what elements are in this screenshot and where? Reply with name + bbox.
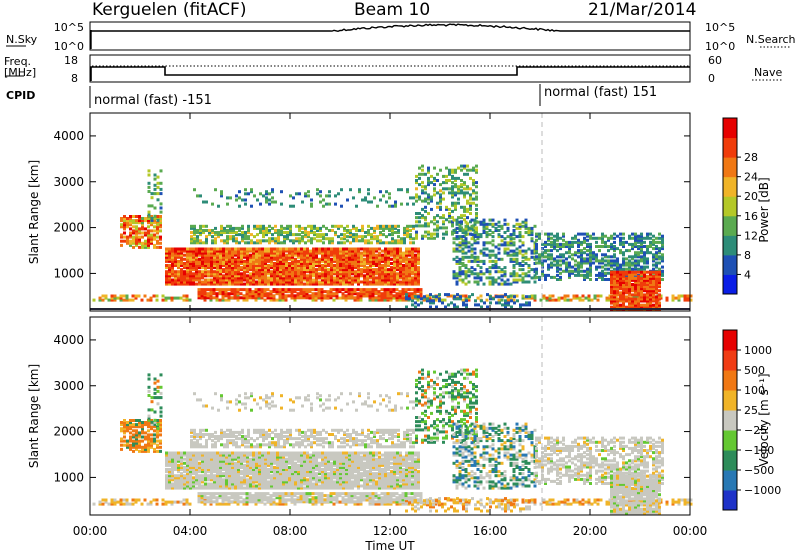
colorbar-tick-label: 8 <box>744 249 751 262</box>
x-tick-label: 00:00 <box>73 524 108 538</box>
colorbar-swatch <box>723 196 737 217</box>
colorbar-swatch <box>723 118 737 139</box>
colorbar-tick-label: −500 <box>744 464 774 477</box>
power-x-ticks <box>89 113 691 311</box>
colorbar-swatch <box>723 410 737 431</box>
cpid-segment-2: normal (fast) 151 <box>544 85 657 100</box>
velocity-y-label: Slant Range [km] <box>27 364 41 468</box>
colorbar-tick-label: −100 <box>744 444 774 457</box>
freq-label-1: Freq. <box>4 55 32 68</box>
colorbar-swatch <box>723 490 737 511</box>
power-y-label: Slant Range [km] <box>27 160 41 264</box>
colorbar-tick-label: 24 <box>744 171 758 184</box>
colorbar-tick-label: 25 <box>744 404 758 417</box>
colorbar-swatch <box>723 450 737 471</box>
freq-panel: 18 8 60 0 <box>6 54 782 85</box>
colorbar-tick-label: 1000 <box>744 344 772 357</box>
colorbar-tick-label: 500 <box>744 364 765 377</box>
power-panel: 1000 2000 3000 4000 Slant Range [km] <box>27 112 693 312</box>
station-title: Kerguelen (fitACF) <box>92 0 247 20</box>
freq-tick-bottom: 8 <box>71 72 78 85</box>
date-title: 21/Mar/2014 <box>588 0 697 20</box>
y-tick-label: 3000 <box>53 175 84 189</box>
x-tick-label: 04:00 <box>173 524 208 538</box>
sky-tick-right-top: 10^5 <box>705 21 735 34</box>
colorbar-tick-label: −25 <box>744 424 767 437</box>
colorbar-swatch <box>723 370 737 391</box>
colorbar-swatch <box>723 157 737 178</box>
colorbar-tick-label: 12 <box>744 229 758 242</box>
velocity-colorbar-label: Velocity [m s⁻¹] <box>757 373 771 466</box>
power-heatmap <box>92 164 693 311</box>
nave-tick-bottom: 0 <box>708 72 715 85</box>
colorbar-swatch <box>723 176 737 197</box>
search-label: N.Search <box>746 33 796 46</box>
colorbar-swatch <box>723 390 737 411</box>
sky-tick-right-bottom: 10^0 <box>705 40 735 53</box>
sky-label: N.Sky <box>6 33 38 46</box>
colorbar-swatch <box>723 254 737 275</box>
x-tick-label: 12:00 <box>373 524 408 538</box>
colorbar-tick-label: 16 <box>744 210 758 223</box>
y-tick-label: 4000 <box>53 333 84 347</box>
velocity-x-axis: 00:00 04:00 08:00 12:00 16:00 20:00 00:00 <box>73 317 708 538</box>
cpid-row: normal (fast) -151 normal (fast) 151 <box>89 84 657 108</box>
y-tick-label: 1000 <box>53 470 84 484</box>
colorbar-tick-label: 28 <box>744 151 758 164</box>
freq-tick-top: 18 <box>64 54 78 67</box>
y-tick-label: 2000 <box>53 221 84 235</box>
velocity-colorbar: 1000 500 100 25 −25 −100 −500 −1000 Velocity [m… <box>722 329 781 511</box>
velocity-x-label: Time UT <box>364 539 415 553</box>
freq-line <box>90 66 690 81</box>
nave-label: Nave <box>754 66 783 79</box>
nave-tick-top: 60 <box>708 54 722 67</box>
colorbar-swatch <box>723 215 737 236</box>
cpid-label: CPID <box>6 89 36 102</box>
y-tick-label: 2000 <box>53 425 84 439</box>
x-tick-label: 00:00 <box>673 524 708 538</box>
colorbar-tick-label: 20 <box>744 190 758 203</box>
sky-count-line <box>91 23 690 33</box>
velocity-y-axis: 1000 2000 3000 4000 <box>53 333 690 484</box>
y-tick-label: 1000 <box>53 266 84 280</box>
sky-tick-left-bottom: 10^0 <box>54 40 84 53</box>
colorbar-tick-label: 4 <box>744 268 751 281</box>
power-y-axis: 1000 2000 3000 4000 <box>53 129 690 280</box>
x-tick-label: 20:00 <box>573 524 608 538</box>
y-tick-label: 3000 <box>53 379 84 393</box>
power-colorbar-label: Power [dB] <box>757 177 771 242</box>
colorbar-swatch <box>723 430 737 451</box>
x-tick-label: 08:00 <box>273 524 308 538</box>
velocity-panel: 1000 2000 3000 4000 00:00 04:00 08:00 12:00 16:… <box>27 316 708 553</box>
cpid-segment-1: normal (fast) -151 <box>94 93 212 108</box>
colorbar-swatch <box>723 137 737 158</box>
colorbar-swatch <box>723 350 737 371</box>
colorbar-swatch <box>723 330 737 351</box>
beam-title: Beam 10 <box>354 0 431 20</box>
colorbar-tick-label: 100 <box>744 384 765 397</box>
power-colorbar: 4 8 12 16 20 24 28 Power [dB] <box>722 117 771 295</box>
x-tick-label: 16:00 <box>473 524 508 538</box>
colorbar-swatch <box>723 274 737 295</box>
velocity-heatmap <box>92 368 693 515</box>
sky-tick-left-top: 10^5 <box>54 21 84 34</box>
colorbar-tick-label: −1000 <box>744 484 781 497</box>
y-tick-label: 4000 <box>53 129 84 143</box>
colorbar-swatch <box>723 470 737 491</box>
colorbar-swatch <box>723 235 737 256</box>
sky-panel: 10^5 10^0 10^5 10^0 <box>6 21 790 53</box>
